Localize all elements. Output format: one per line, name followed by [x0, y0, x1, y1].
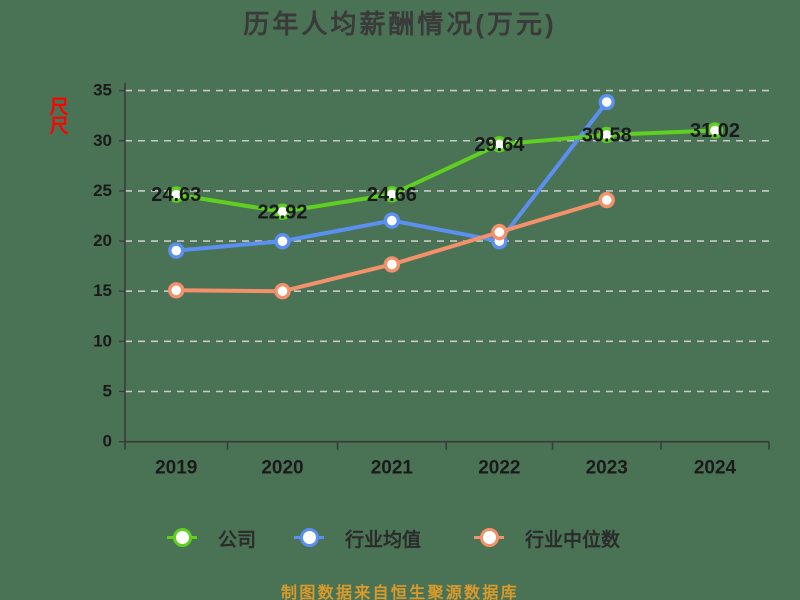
svg-text:31.02: 31.02	[690, 120, 740, 142]
svg-text:2023: 2023	[586, 458, 628, 479]
svg-text:25: 25	[93, 181, 112, 200]
svg-text:2024: 2024	[694, 458, 737, 479]
svg-text:2019: 2019	[155, 458, 197, 479]
svg-text:10: 10	[93, 331, 112, 350]
svg-text:0: 0	[103, 432, 112, 451]
svg-text:5: 5	[103, 382, 112, 401]
svg-text:30.58: 30.58	[582, 124, 632, 146]
svg-text:2022: 2022	[478, 458, 520, 479]
svg-text:35: 35	[93, 81, 112, 100]
svg-text:15: 15	[93, 281, 112, 300]
svg-text:20: 20	[93, 231, 112, 250]
svg-text:2021: 2021	[371, 458, 414, 479]
svg-text:2020: 2020	[261, 458, 303, 479]
svg-text:22.92: 22.92	[257, 201, 307, 223]
svg-text:24.63: 24.63	[151, 184, 201, 206]
svg-text:29.64: 29.64	[474, 134, 525, 156]
svg-text:24.66: 24.66	[367, 184, 417, 206]
svg-text:30: 30	[93, 131, 112, 150]
